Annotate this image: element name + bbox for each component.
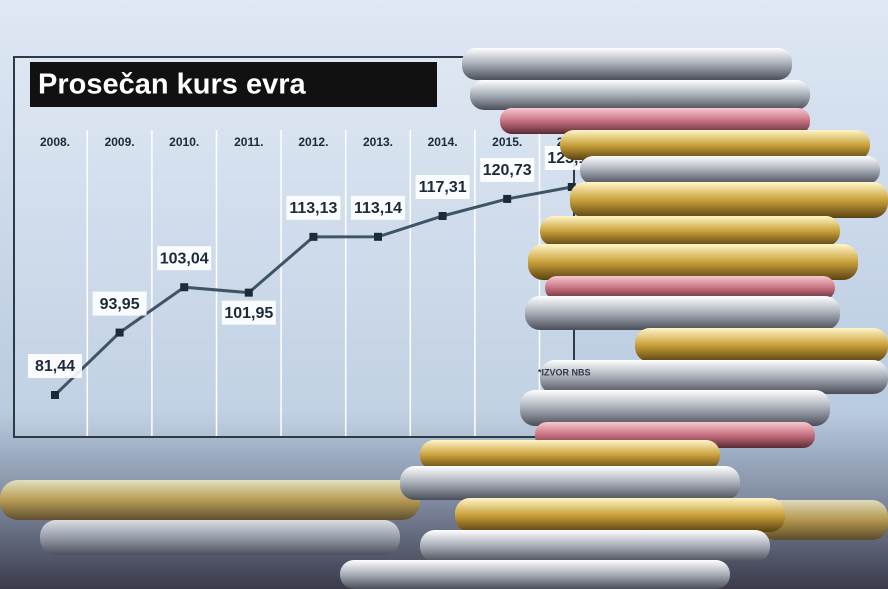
x-tick-label: 2014. xyxy=(428,135,458,149)
point xyxy=(180,283,189,292)
point xyxy=(51,391,59,399)
title-box xyxy=(30,62,437,107)
x-tick-label: 2011. xyxy=(234,135,263,149)
point xyxy=(438,211,447,220)
value-label: 81,44 xyxy=(35,358,75,375)
point xyxy=(244,288,253,297)
value-label-box xyxy=(28,354,82,378)
blur-coins xyxy=(0,480,888,555)
value-label-box xyxy=(92,291,147,316)
chart-title: Prosečan kurs evra xyxy=(38,69,306,101)
point xyxy=(374,232,382,241)
value-label-box xyxy=(286,195,341,220)
value-label: 120,73 xyxy=(483,162,532,179)
x-tick-label: 2008. xyxy=(40,135,70,149)
source-note: *IZVOR NBS xyxy=(538,367,591,377)
point xyxy=(567,183,576,191)
value-label-box xyxy=(157,246,212,271)
x-tick-label: 2010. xyxy=(169,135,199,149)
chart-frame xyxy=(13,56,575,438)
value-label-box xyxy=(415,174,470,199)
value-label-box xyxy=(351,195,405,220)
coin-stack xyxy=(340,48,888,589)
point xyxy=(115,328,124,337)
value-label: 113,13 xyxy=(289,200,337,217)
x-tick-label: 2013. xyxy=(363,135,393,149)
value-label-box xyxy=(221,300,276,325)
x-tick-label: 2009. xyxy=(105,135,135,149)
point xyxy=(309,232,318,241)
value-label: 113,14 xyxy=(354,200,402,217)
value-label: 93,95 xyxy=(100,296,140,313)
value-label: 103,04 xyxy=(160,250,209,267)
value-label: 101,95 xyxy=(224,305,273,322)
point xyxy=(503,194,512,203)
x-tick-label: 2012. xyxy=(298,135,328,149)
value-label-box xyxy=(480,157,535,182)
value-label: 117,31 xyxy=(419,179,467,196)
x-tick-label: 2015. xyxy=(492,135,522,149)
